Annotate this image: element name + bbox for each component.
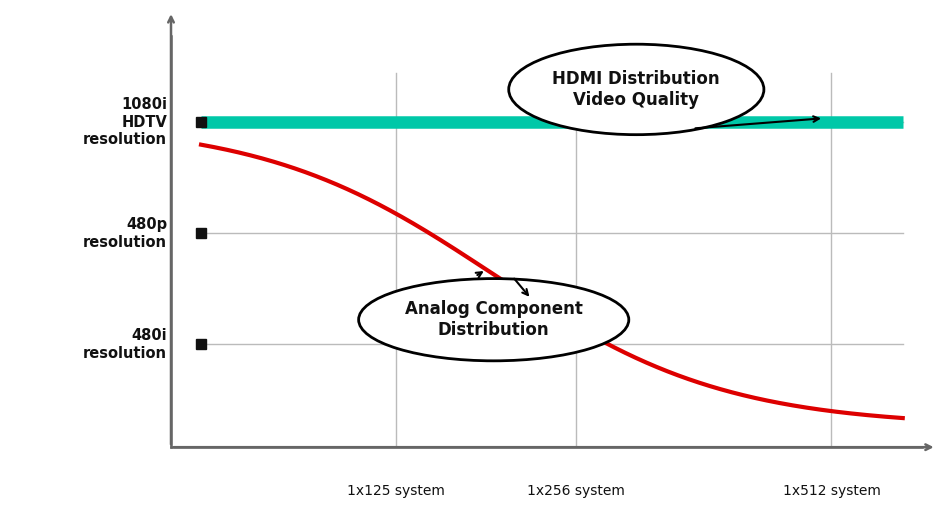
Text: 480p
resolution: 480p resolution — [84, 217, 167, 250]
Text: HDMI Distribution
Video Quality: HDMI Distribution Video Quality — [553, 70, 720, 109]
Text: Analog Component
Distribution: Analog Component Distribution — [405, 300, 582, 339]
Text: 1x512 system: 1x512 system — [783, 484, 881, 498]
Text: 1080i
HDTV
resolution: 1080i HDTV resolution — [84, 98, 167, 147]
Ellipse shape — [508, 44, 764, 135]
Text: 1x125 system: 1x125 system — [347, 484, 446, 498]
Ellipse shape — [359, 279, 629, 361]
Text: 1x256 system: 1x256 system — [527, 484, 625, 498]
Text: 480i
resolution: 480i resolution — [84, 328, 167, 361]
